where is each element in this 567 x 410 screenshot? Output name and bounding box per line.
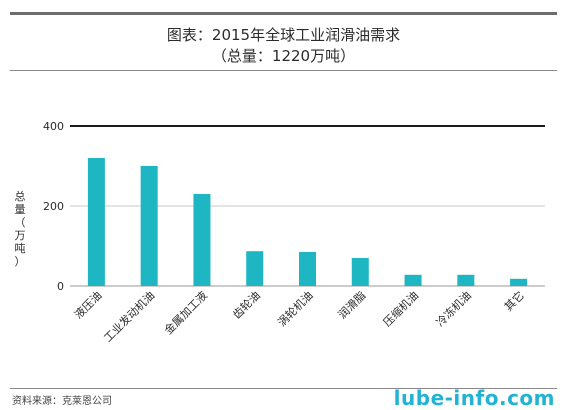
x-tick-label: 液压油 bbox=[71, 288, 104, 321]
x-tick-label: 冷冻机油 bbox=[433, 288, 474, 329]
x-tick-label: 齿轮油 bbox=[230, 288, 263, 321]
x-tick-label: 工业发动机油 bbox=[101, 288, 158, 345]
bar bbox=[457, 274, 475, 286]
x-tick-label: 压缩机油 bbox=[380, 288, 421, 329]
bar bbox=[246, 251, 264, 286]
bar bbox=[299, 252, 316, 286]
x-tick-label: 润滑脂 bbox=[335, 288, 368, 321]
chart-subtitle: （总量：1220万吨） bbox=[211, 47, 356, 65]
bar bbox=[140, 166, 158, 286]
x-tick-label: 其它 bbox=[501, 288, 526, 313]
top-rule bbox=[10, 12, 557, 15]
x-tick-label: 金属加工液 bbox=[161, 288, 210, 337]
y-tick-label: 400 bbox=[43, 120, 64, 133]
y-axis-label: 总量（万吨） bbox=[14, 190, 26, 268]
y-tick-label: 0 bbox=[57, 280, 64, 293]
watermark-logo: lube-info.com bbox=[393, 386, 555, 410]
header-divider bbox=[10, 70, 557, 71]
footer-divider bbox=[10, 388, 557, 389]
y-tick-label: 200 bbox=[43, 200, 64, 213]
bar bbox=[404, 274, 422, 286]
bar bbox=[351, 258, 369, 286]
chart-title: 图表：2015年全球工业润滑油需求 bbox=[166, 26, 401, 44]
x-tick-label: 涡轮机油 bbox=[275, 288, 316, 329]
source-note: 资料来源：克莱恩公司 bbox=[12, 396, 112, 407]
bar bbox=[87, 158, 105, 286]
bar bbox=[193, 194, 211, 286]
bar bbox=[510, 278, 528, 286]
